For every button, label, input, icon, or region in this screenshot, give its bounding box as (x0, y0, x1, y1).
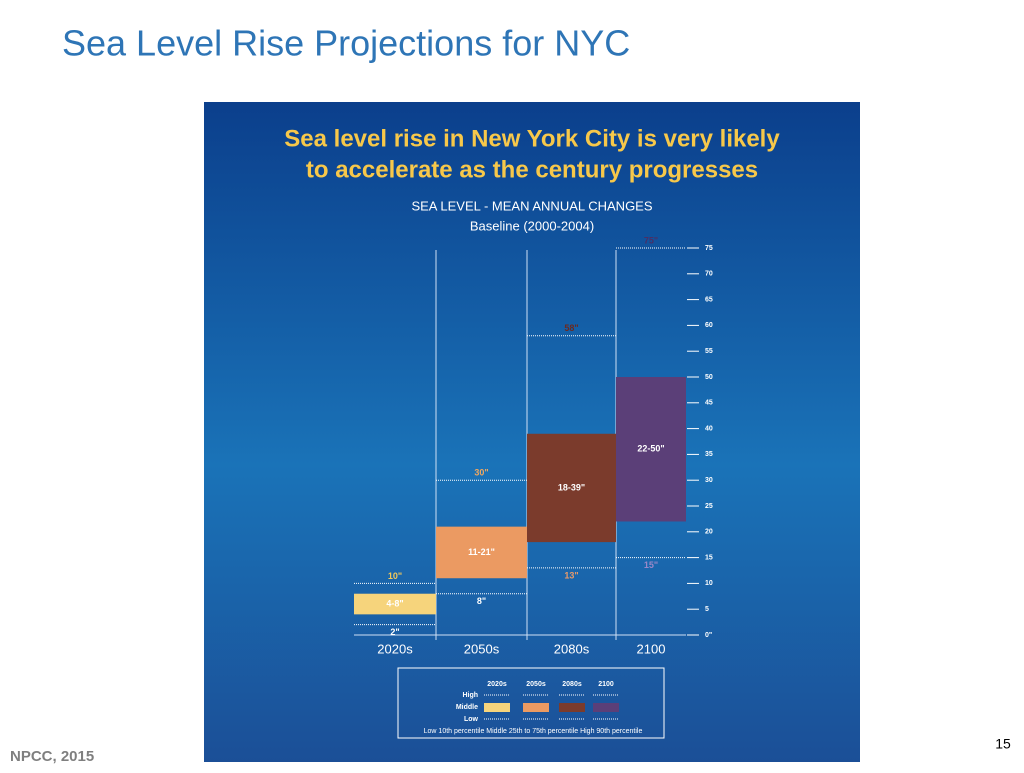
legend-note: Low 10th percentile Middle 25th to 75th … (424, 728, 643, 735)
x-tick-label: 2050s (464, 641, 500, 656)
chart-title: Sea level rise in New York City is very … (284, 125, 780, 152)
legend-column-header: 2020s (487, 681, 507, 688)
infographic-background (204, 102, 860, 762)
slide-title: Sea Level Rise Projections for NYC (62, 23, 630, 64)
page-number: 15 (995, 736, 1011, 752)
legend-column-header: 2050s (526, 681, 546, 688)
y-tick-label: 35 (705, 451, 713, 458)
y-tick-label: 40 (705, 425, 713, 432)
y-tick-label: 15 (705, 554, 713, 561)
y-tick-label: 45 (705, 400, 713, 407)
low-label: 2" (390, 627, 399, 637)
x-tick-label: 2100 (637, 641, 666, 656)
range-label: 22-50" (637, 444, 664, 454)
chart-title: to accelerate as the century progresses (306, 156, 758, 183)
baseline-note: Baseline (2000-2004) (470, 218, 594, 233)
range-bar (354, 593, 436, 615)
high-label: 75" (644, 235, 658, 245)
legend-middle-swatch (484, 703, 510, 712)
y-tick-label: 30 (705, 477, 713, 484)
legend-row-label: High (462, 692, 478, 699)
y-tick-label: 0" (705, 632, 712, 639)
legend-middle-swatch (559, 703, 585, 712)
y-tick-label: 5 (705, 606, 709, 613)
legend-row-label: Middle (456, 704, 478, 711)
y-tick-label: 70 (705, 271, 713, 278)
chart-subtitle: SEA LEVEL - MEAN ANNUAL CHANGES (411, 198, 652, 213)
y-tick-label: 60 (705, 322, 713, 329)
high-label: 58" (564, 323, 578, 333)
range-bar (436, 526, 527, 579)
low-label: 8" (477, 596, 486, 606)
high-label: 30" (474, 468, 488, 478)
range-label: 11-21" (468, 547, 495, 557)
y-tick-label: 75 (705, 245, 713, 252)
x-tick-label: 2080s (554, 641, 590, 656)
legend-middle-swatch (523, 703, 549, 712)
range-bar (616, 377, 686, 522)
y-tick-label: 65 (705, 296, 713, 303)
range-label: 18-39" (558, 482, 585, 492)
low-label: 13" (564, 570, 578, 580)
legend-row-label: Low (464, 716, 479, 723)
y-tick-label: 20 (705, 529, 713, 536)
low-label: 15" (644, 560, 658, 570)
range-bar (527, 433, 616, 543)
y-tick-label: 25 (705, 503, 713, 510)
legend-middle-swatch (593, 703, 619, 712)
range-label: 4-8" (386, 598, 403, 608)
legend-column-header: 2080s (562, 681, 582, 688)
source: NPCC, 2015 (10, 748, 94, 765)
y-tick-label: 10 (705, 580, 713, 587)
y-tick-label: 55 (705, 348, 713, 355)
high-label: 10" (388, 571, 402, 581)
legend-column-header: 2100 (598, 681, 614, 688)
x-tick-label: 2020s (377, 641, 413, 656)
y-tick-label: 50 (705, 374, 713, 381)
legend-box (397, 667, 665, 739)
